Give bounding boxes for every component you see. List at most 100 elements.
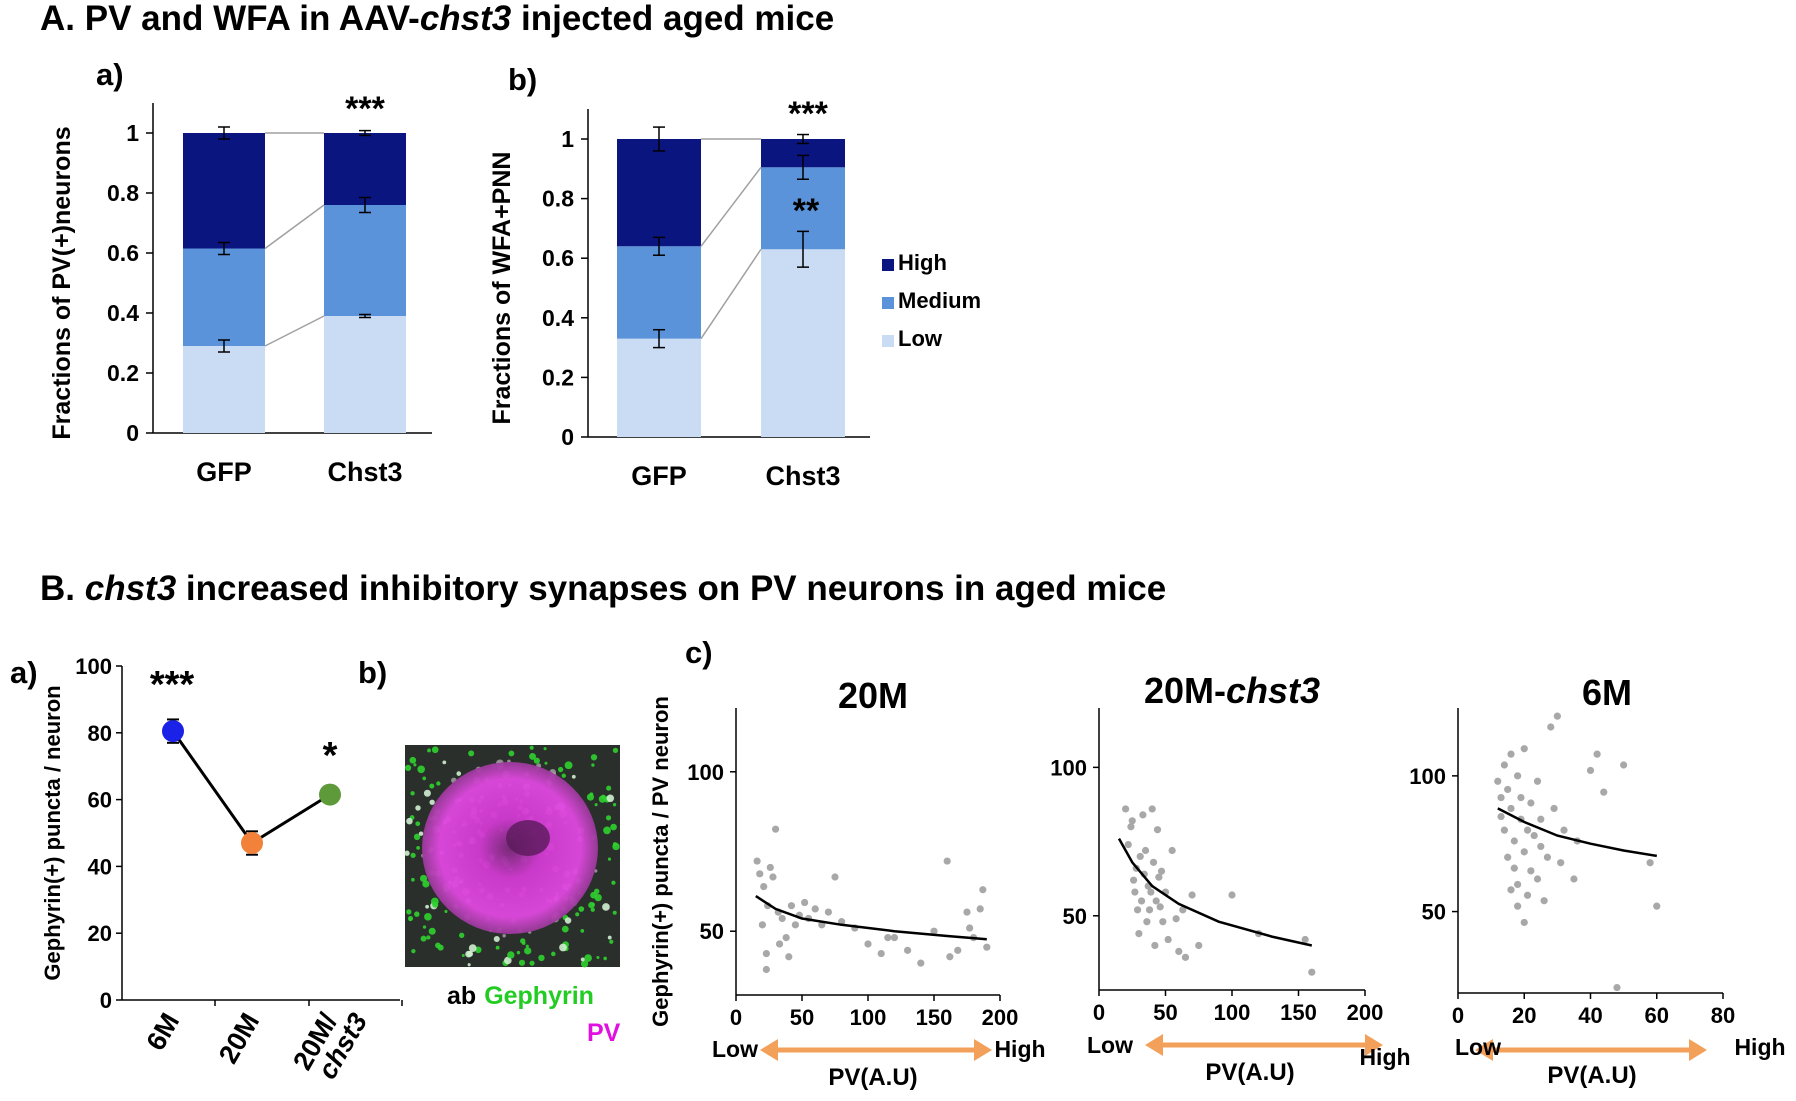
scatter-point: [917, 959, 925, 967]
puncta-dot: [458, 932, 465, 939]
puncta-dot: [607, 935, 612, 940]
y-tick-label: 0: [126, 420, 139, 446]
data-point-20m: [241, 832, 263, 855]
x-category-label: Chst3: [765, 461, 840, 491]
puncta-dot: [607, 857, 612, 861]
low-label: Low: [1455, 1034, 1501, 1060]
puncta-dot: [418, 831, 424, 836]
scatter-point: [1175, 947, 1183, 956]
scatter-point: [1153, 826, 1162, 834]
scatter-point: [1620, 761, 1628, 769]
puncta-dot: [559, 943, 567, 952]
puncta-dot: [429, 783, 435, 789]
y-tick-label: 80: [88, 721, 112, 746]
y-tick-label: 0.8: [542, 186, 574, 212]
high-label: High: [1359, 1044, 1410, 1070]
puncta-dot: [606, 785, 612, 791]
puncta-dot: [590, 754, 598, 761]
puncta-dot: [435, 942, 441, 949]
scatter-point: [1139, 811, 1147, 819]
scatter-point: [1533, 875, 1542, 883]
x-category-label: 20M: [213, 1008, 265, 1068]
y-axis-label: Fractions of WFA+PNN: [488, 152, 516, 425]
x-tick-label: 100: [850, 1005, 887, 1030]
scatter-point: [1124, 840, 1132, 849]
scatter-point: [775, 940, 784, 948]
puncta-dot: [611, 880, 616, 885]
puncta-dot: [430, 897, 439, 906]
scatter-point: [1613, 983, 1621, 992]
bar-segment-high-gfp: [617, 139, 701, 247]
scatter-point: [966, 924, 974, 932]
puncta-dot: [584, 954, 592, 962]
puncta-dot: [422, 880, 430, 888]
scatter-point: [1593, 750, 1601, 758]
puncta-dot: [410, 852, 416, 858]
bar-segment-low-chst3: [324, 316, 406, 433]
y-tick-label: 20: [88, 921, 112, 946]
scatter-point: [1527, 867, 1535, 875]
scatter-point: [1179, 906, 1187, 914]
scatter-point: [766, 863, 774, 872]
scatter-20m: 20M Gephyrin(+) puncta / PV neuron 0 50 100 1…: [648, 675, 1046, 1091]
scatter-point: [979, 886, 987, 894]
scatter-point: [1600, 788, 1608, 796]
puncta-dot: [413, 763, 417, 767]
puncta-dot: [603, 826, 611, 835]
puncta-dot: [411, 877, 415, 882]
puncta-dot: [428, 927, 436, 935]
connector-line: [700, 248, 762, 340]
scatter-point: [769, 873, 777, 881]
puncta-dot: [609, 939, 614, 944]
puncta-dot: [456, 771, 462, 776]
y-tick-label: 0.8: [107, 180, 139, 206]
y-tick-label: 0.6: [107, 240, 139, 266]
scatter-point: [756, 870, 764, 878]
scatter-point: [976, 905, 984, 913]
puncta-dot: [422, 776, 427, 781]
scatter-point: [1301, 935, 1309, 944]
scatter-point: [1533, 777, 1542, 785]
scatter-point: [1507, 804, 1515, 813]
scatter-point: [1514, 772, 1522, 780]
low-label: Low: [1087, 1032, 1133, 1058]
bar-segment-medium-gfp: [617, 246, 701, 339]
pv-arrow-right-head: [1689, 1039, 1707, 1061]
puncta-dot: [474, 946, 482, 954]
bar-segment-high-chst3: [324, 133, 406, 205]
puncta-dot: [580, 928, 585, 933]
puncta-dot: [508, 750, 515, 757]
puncta-dot: [493, 936, 500, 943]
y-tick-label: 100: [75, 654, 112, 679]
scatter-point: [791, 921, 800, 929]
scatter-point: [1133, 906, 1142, 914]
pv-arrow-left-head: [1145, 1034, 1163, 1056]
pv-arrow-left-head: [1475, 1039, 1493, 1061]
bar-segment-medium-gfp: [183, 248, 265, 346]
puncta-dot: [415, 805, 421, 811]
panel-label: b): [508, 62, 537, 97]
scatter-point: [884, 934, 892, 942]
y-axis-label: Gephyrin(+) puncta / neuron: [40, 685, 65, 980]
puncta-dot: [465, 950, 473, 958]
puncta-dot: [533, 757, 540, 764]
connector-line: [264, 315, 325, 347]
scatter-point: [760, 882, 768, 891]
fit-curve: [755, 895, 987, 941]
scatter-point: [1520, 745, 1528, 753]
cell-nucleus: [506, 820, 550, 856]
puncta-dot: [612, 910, 617, 915]
data-point-6m: [162, 720, 184, 743]
scatter-point: [801, 898, 809, 907]
puncta-dot: [524, 947, 532, 955]
section-b-title: B. chst3 increased inhibitory synapses o…: [40, 569, 1166, 608]
y-tick-label: 50: [700, 919, 724, 944]
scatter-point: [946, 953, 954, 961]
scatter-point: [1155, 873, 1163, 881]
significance-marker: ***: [150, 664, 195, 706]
scatter-point: [1500, 761, 1508, 769]
legend: High Medium Low: [882, 250, 981, 351]
scatter-point: [1557, 859, 1565, 867]
y-tick-label: 1: [126, 120, 139, 146]
section-a-title: A. PV and WFA in AAV-chst3 injected aged…: [40, 0, 834, 38]
